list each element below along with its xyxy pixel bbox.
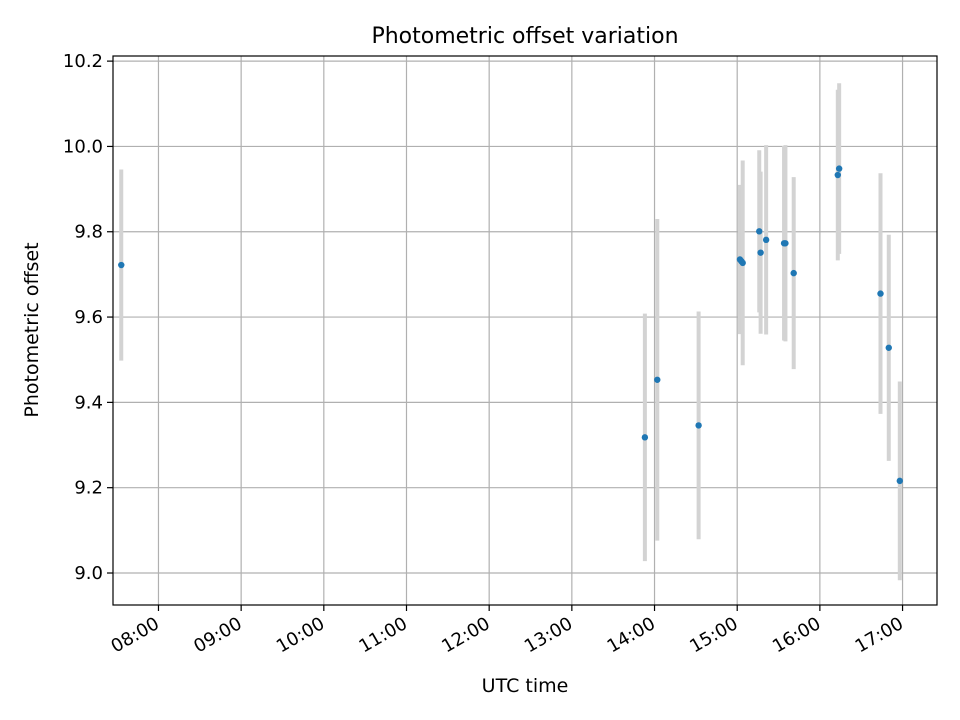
x-tick-label: 11:00 [356, 613, 411, 657]
x-tick-label: 16:00 [769, 613, 824, 657]
data-point [118, 261, 125, 269]
y-axis-label: Photometric offset [21, 242, 43, 417]
y-axis-ticks: 9.0 9.2 9.4 9.6 9.8 10.0 10.2 [63, 51, 113, 584]
data-point [739, 259, 746, 267]
x-tick-label: 13:00 [521, 613, 576, 657]
x-axis-label: UTC time [482, 675, 569, 697]
x-axis-ticks: 08:00 09:00 10:00 11:00 12:00 13:00 14:00 15:00… [108, 605, 907, 657]
y-tick-label: 9.2 [74, 478, 103, 499]
data-point [782, 240, 789, 247]
data-point [756, 228, 763, 235]
x-tick-label: 12:00 [438, 613, 493, 657]
x-tick-label: 10:00 [273, 613, 328, 657]
data-point [654, 376, 661, 383]
y-tick-label: 10.0 [63, 136, 103, 157]
y-tick-label: 10.2 [63, 51, 103, 72]
y-tick-label: 9.6 [74, 307, 103, 328]
grid [113, 56, 937, 605]
x-tick-label: 14:00 [604, 613, 659, 657]
y-tick-label: 9.8 [74, 222, 103, 243]
y-tick-label: 9.4 [74, 392, 103, 413]
data-point [762, 236, 770, 244]
y-tick-label: 9.0 [74, 563, 103, 584]
data-point [885, 344, 892, 351]
plot-frame [112, 55, 938, 606]
data-point [790, 269, 797, 277]
chart-title: Photometric offset variation [371, 24, 678, 49]
x-tick-label: 17:00 [852, 613, 907, 657]
data-point [896, 477, 903, 485]
x-tick-label: 15:00 [686, 613, 741, 657]
x-tick-label: 08:00 [108, 613, 163, 657]
data-point [835, 165, 843, 172]
x-tick-label: 09:00 [190, 613, 245, 657]
data-point [877, 290, 884, 297]
data-point [641, 434, 649, 441]
data-point [757, 249, 764, 256]
data-point [834, 171, 841, 179]
data-point [695, 422, 702, 429]
error-bars [119, 83, 902, 581]
data-points [118, 165, 903, 485]
